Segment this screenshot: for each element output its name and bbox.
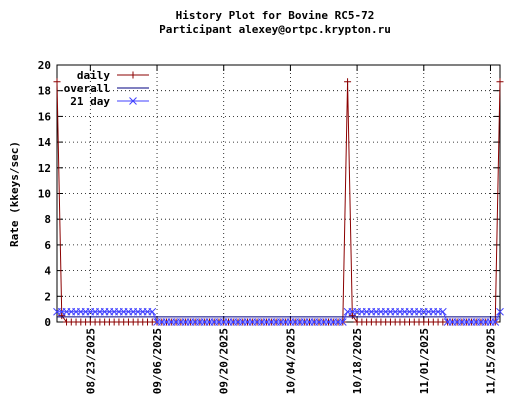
legend-label: 21 day — [70, 95, 110, 108]
legend-label: daily — [77, 69, 110, 82]
x-tick-label: 11/15/2025 — [484, 328, 497, 394]
legend-label: overall — [64, 82, 110, 95]
point — [148, 307, 157, 316]
chart-title: History Plot for Bovine RC5-72 — [176, 9, 375, 22]
y-tick-label: 16 — [38, 110, 52, 123]
x-tick-label: 09/06/2025 — [151, 328, 164, 394]
point — [344, 78, 352, 86]
point — [338, 318, 347, 326]
y-tick-label: 20 — [38, 59, 51, 72]
y-tick-label: 18 — [38, 85, 51, 98]
y-tick-label: 6 — [44, 239, 51, 252]
y-tick-label: 8 — [44, 213, 51, 226]
x-tick-label: 08/23/2025 — [84, 328, 97, 394]
y-tick-label: 14 — [38, 136, 52, 149]
y-tick-label: 4 — [44, 265, 51, 278]
y-axis-label: Rate (kkeys/sec) — [8, 141, 21, 247]
legend-marker — [129, 97, 137, 105]
point — [496, 307, 504, 316]
x-tick-label: 10/18/2025 — [351, 328, 364, 394]
chart-subtitle: Participant alexey@ortpc.krypton.ru — [159, 23, 391, 36]
y-tick-label: 12 — [38, 162, 51, 175]
y-tick-label: 10 — [38, 188, 51, 201]
point — [348, 312, 356, 320]
point — [496, 78, 504, 86]
x-tick-label: 11/01/2025 — [418, 328, 431, 394]
series-line — [56, 81, 501, 323]
legend-marker — [129, 71, 137, 79]
y-tick-label: 0 — [44, 316, 51, 329]
x-tick-label: 10/04/2025 — [284, 328, 297, 394]
y-tick-label: 2 — [44, 290, 51, 303]
point — [53, 78, 61, 86]
x-tick-label: 09/20/2025 — [218, 328, 231, 394]
point — [438, 307, 447, 316]
series-line — [57, 311, 501, 323]
point — [58, 312, 66, 320]
point — [491, 318, 500, 326]
